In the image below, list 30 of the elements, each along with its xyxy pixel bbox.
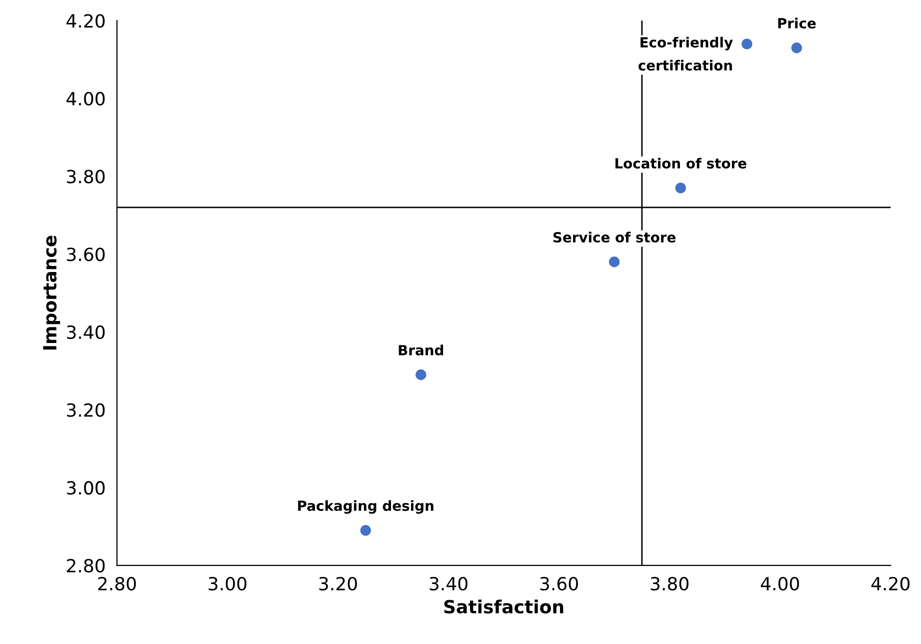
x-tick-label: 4.20 <box>871 576 910 591</box>
point <box>742 38 752 50</box>
x-tick-label: 3.80 <box>650 576 688 591</box>
y-tick-label: 3.60 <box>67 248 105 262</box>
point <box>675 182 686 194</box>
point <box>360 525 371 536</box>
x-tick-label: 3.20 <box>319 576 357 591</box>
annotation: Packaging design <box>298 500 434 514</box>
y-tick-label: 4.20 <box>66 14 105 28</box>
y-tick-label: 3.20 <box>67 403 105 417</box>
x-axis-title: Satisfaction <box>444 600 564 614</box>
annotation: Location of store <box>615 158 746 169</box>
x-tick-label: 3.40 <box>430 576 468 591</box>
y-tick-label: 4.00 <box>66 92 105 106</box>
x-tick-label: 2.80 <box>98 576 136 591</box>
annotation: Brand <box>398 344 444 356</box>
y-tick-label: 3.80 <box>67 170 105 184</box>
x-tick-label: 3.00 <box>208 576 246 591</box>
point <box>791 42 802 54</box>
x-tick-label: 3.60 <box>540 576 578 591</box>
point <box>416 369 426 380</box>
y-tick-label: 3.00 <box>67 481 105 495</box>
y-tick-label: 2.80 <box>66 558 105 573</box>
annotation: Service of store <box>553 232 676 243</box>
point <box>608 256 620 268</box>
annotation: Price <box>778 18 816 28</box>
annotation: Eco-friendly certification <box>638 36 733 71</box>
y-tick-label: 3.40 <box>67 325 105 340</box>
y-axis-title: Importance <box>43 236 60 350</box>
x-tick-label: 4.00 <box>760 576 799 591</box>
